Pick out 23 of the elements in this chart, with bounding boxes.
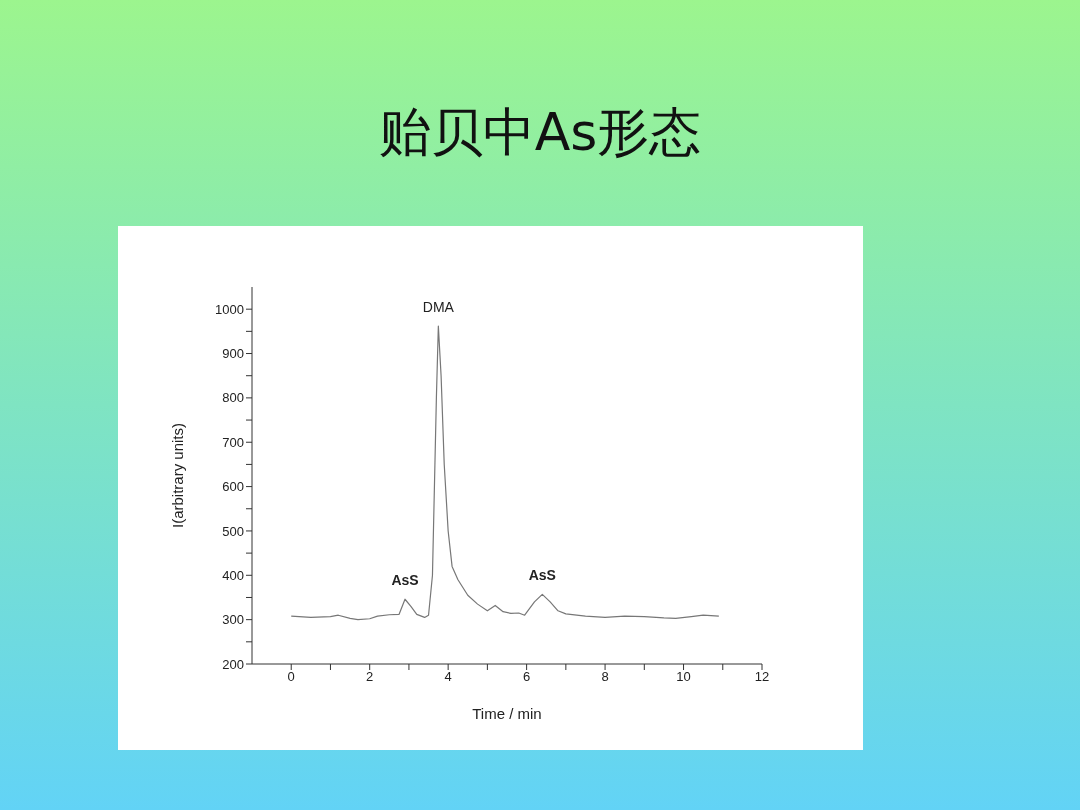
annotation: AsS [391,572,419,589]
annotation: DMA [422,299,455,316]
x-tick-label: 12 [754,669,770,685]
y-tick-label: 900 [222,346,244,362]
x-tick-label: 4 [444,669,452,685]
x-tick-label: 0 [287,669,295,685]
x-tick-label: 6 [523,669,531,685]
x-tick-label: 10 [676,669,691,685]
chart-title: 贻贝中As形态 [377,101,703,164]
y-tick-label: 400 [222,567,244,583]
x-tick-label: 2 [366,669,374,685]
annotation: AsS [528,567,556,584]
y-tick-label: 500 [222,523,244,539]
y-tick-label: 600 [222,479,244,495]
y-axis-title: I(arbitrary units) [169,422,187,529]
y-tick-label: 300 [222,612,244,628]
y-tick-label: 800 [222,390,244,406]
y-tick-label: 700 [222,434,244,450]
x-axis-title: Time / min [472,704,542,722]
x-tick-label: 8 [601,669,609,685]
y-tick-label: 200 [222,656,244,672]
line-series [290,325,720,621]
y-tick-label: 1000 [215,301,244,317]
